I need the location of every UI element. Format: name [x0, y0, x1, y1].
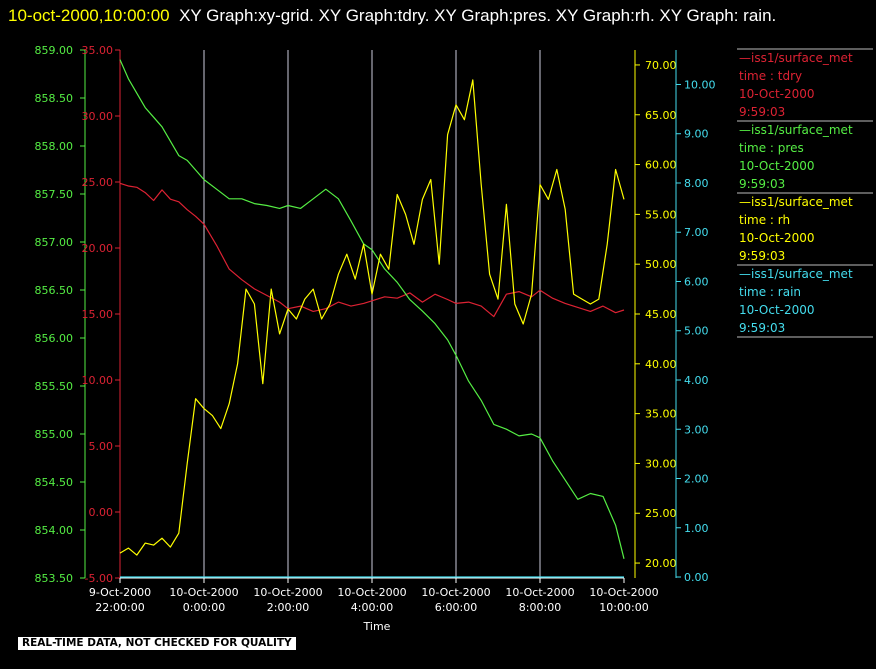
pres-tick-label: 854.50: [35, 476, 74, 489]
rh-tick-label: 65.00: [645, 109, 677, 122]
rh-tick-label: 50.00: [645, 258, 677, 271]
legend-pres-line: time : pres: [739, 141, 804, 155]
rain-tick-label: 9.00: [684, 128, 709, 141]
legend-rh-line: —iss1/surface_met: [739, 195, 853, 209]
rh-tick-label: 70.00: [645, 59, 677, 72]
pres-tick-label: 858.00: [35, 140, 74, 153]
x-tick-label-date: 10-Oct-2000: [505, 586, 574, 599]
legend-rh-line: time : rh: [739, 213, 790, 227]
tdry-tick-label: 20.00: [82, 242, 114, 255]
tdry-tick-label: 0.00: [89, 506, 114, 519]
legend-rain-line: 9:59:03: [739, 321, 785, 335]
pres-tick-label: 857.00: [35, 236, 74, 249]
x-tick-label-date: 10-Oct-2000: [337, 586, 406, 599]
x-tick-label-date: 9-Oct-2000: [89, 586, 151, 599]
legend-rain-line: —iss1/surface_met: [739, 267, 853, 281]
rain-tick-label: 0.00: [684, 571, 709, 584]
x-tick-label-date: 10-Oct-2000: [253, 586, 322, 599]
pres-tick-label: 855.00: [35, 428, 74, 441]
data-lines: [119, 59, 625, 578]
legend-tdry-line: —iss1/surface_met: [739, 51, 853, 65]
x-axis-label: Time: [363, 620, 391, 633]
rh-series-line: [119, 79, 625, 556]
legend-rain-line: 10-Oct-2000: [739, 303, 815, 317]
rain-tick-label: 7.00: [684, 226, 709, 239]
title-timestamp: 10-oct-2000,10:00:00: [8, 6, 170, 25]
tdry-tick-label: 30.00: [82, 110, 114, 123]
title-graph-list: XY Graph:xy-grid. XY Graph:tdry. XY Grap…: [179, 6, 777, 25]
quality-warning: REAL-TIME DATA, NOT CHECKED FOR QUALITY: [18, 637, 296, 650]
pres-tick-label: 856.00: [35, 332, 74, 345]
x-tick-label-date: 10-Oct-2000: [169, 586, 238, 599]
axes: 853.50 854.00 854.50 855.00 855.50 856.00 856.…: [35, 44, 716, 614]
legend-pres-line: 9:59:03: [739, 177, 785, 191]
x-tick-label-time: 2:00:00: [267, 601, 309, 614]
rain-tick-label: 2.00: [684, 473, 709, 486]
rh-tick-label: 45.00: [645, 308, 677, 321]
x-tick-label-time: 10:00:00: [599, 601, 648, 614]
rh-tick-label: 60.00: [645, 159, 677, 172]
tdry-tick-label: 25.00: [82, 176, 114, 189]
rain-tick-label: 4.00: [684, 374, 709, 387]
legend-pres-line: —iss1/surface_met: [739, 123, 853, 137]
x-tick-label-time: 6:00:00: [435, 601, 477, 614]
rh-tick-label: 40.00: [645, 358, 677, 371]
legend-rh-line: 10-Oct-2000: [739, 231, 815, 245]
pres-tick-label: 853.50: [35, 572, 74, 585]
legend-pres-line: 10-Oct-2000: [739, 159, 815, 173]
legend-tdry-line: time : tdry: [739, 69, 802, 83]
x-tick-label-date: 10-Oct-2000: [421, 586, 490, 599]
page-title: 10-oct-2000,10:00:00 XY Graph:xy-grid. X…: [8, 2, 868, 30]
tdry-tick-label: 35.00: [82, 44, 114, 57]
pres-tick-label: 855.50: [35, 380, 74, 393]
x-tick-label-date: 10-Oct-2000: [589, 586, 658, 599]
vertical-grid: [203, 50, 541, 578]
rain-tick-label: 8.00: [684, 177, 709, 190]
tdry-tick-label: 5.00: [89, 440, 114, 453]
rh-tick-label: 55.00: [645, 208, 677, 221]
rh-tick-label: 35.00: [645, 408, 677, 421]
x-tick-label-time: 4:00:00: [351, 601, 393, 614]
pres-series-line: [119, 59, 625, 559]
tdry-tick-label: 10.00: [82, 374, 114, 387]
pres-tick-label: 859.00: [35, 44, 74, 57]
rain-tick-label: 3.00: [684, 423, 709, 436]
rain-tick-label: 10.00: [684, 78, 716, 91]
tdry-series-line: [119, 182, 625, 318]
pres-tick-label: 856.50: [35, 284, 74, 297]
x-tick-label-time: 8:00:00: [519, 601, 561, 614]
pres-tick-label: 857.50: [35, 188, 74, 201]
legend-rh-line: 9:59:03: [739, 249, 785, 263]
legend-tdry-line: 9:59:03: [739, 105, 785, 119]
pres-tick-label: 854.00: [35, 524, 74, 537]
x-tick-label-time: 22:00:00: [95, 601, 144, 614]
rain-tick-label: 6.00: [684, 275, 709, 288]
rh-tick-label: 25.00: [645, 507, 677, 520]
rh-tick-label: 20.00: [645, 557, 677, 570]
tdry-tick-label: 15.00: [82, 308, 114, 321]
x-tick-label-time: 0:00:00: [183, 601, 225, 614]
rh-tick-label: 30.00: [645, 457, 677, 470]
rain-tick-label: 1.00: [684, 522, 709, 535]
legend-rain-line: time : rain: [739, 285, 801, 299]
tdry-tick-label: -5.00: [85, 572, 113, 585]
rain-tick-label: 5.00: [684, 325, 709, 338]
legend-tdry-line: 10-Oct-2000: [739, 87, 815, 101]
pres-tick-label: 858.50: [35, 92, 74, 105]
